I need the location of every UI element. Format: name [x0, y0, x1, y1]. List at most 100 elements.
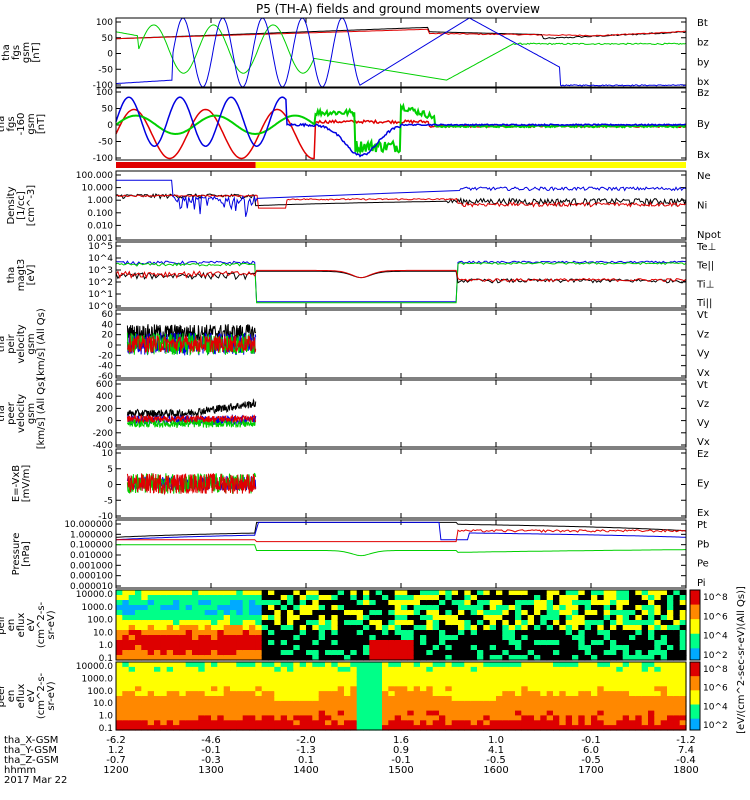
- spectrogram-cell: [534, 620, 541, 626]
- spectrogram-cell: [565, 590, 573, 596]
- spectrogram-cell: [154, 595, 161, 601]
- spectrogram-cell: [337, 696, 345, 702]
- spectrogram-cell: [603, 705, 611, 712]
- spectrogram-cell: [116, 662, 123, 668]
- spectrogram-cell: [173, 710, 180, 717]
- spectrogram-cell: [249, 676, 256, 683]
- spectrogram-cell: [540, 645, 548, 651]
- y-tick-label: 100: [96, 88, 113, 98]
- spectrogram-cell: [280, 590, 288, 596]
- spectrogram-cell: [534, 671, 541, 678]
- spectrogram-cell: [141, 615, 149, 621]
- spectrogram-cell: [331, 605, 339, 611]
- spectrogram-cell: [382, 686, 389, 692]
- spectrogram-cell: [122, 650, 130, 656]
- spectrogram-cell: [217, 696, 225, 702]
- spectrogram-cell: [356, 610, 364, 616]
- spectrogram-cell: [597, 715, 605, 721]
- spectrogram-cell: [496, 655, 503, 661]
- spectrogram-cell: [306, 615, 313, 621]
- spectrogram-cell: [147, 691, 155, 697]
- spectrogram-cell: [502, 705, 510, 712]
- spectrogram-cell: [249, 615, 256, 621]
- spectrogram-cell: [420, 662, 427, 668]
- spectrogram-cell: [527, 715, 535, 721]
- spectrogram-cell: [572, 725, 579, 731]
- spectrogram-cell: [122, 662, 130, 668]
- spectrogram-cell: [211, 725, 218, 731]
- spectrogram-cell: [154, 650, 161, 656]
- spectrogram-cell: [141, 686, 149, 692]
- spectrogram-cell: [160, 725, 168, 731]
- spectrogram-cell: [451, 590, 459, 596]
- spectrogram-cell: [299, 662, 307, 668]
- spectrogram-cell: [629, 666, 636, 673]
- spectrogram-cell: [388, 725, 396, 731]
- spectrogram-cell: [622, 681, 630, 687]
- spectrogram-cell: [629, 671, 636, 678]
- spectrogram-cell: [274, 630, 282, 636]
- y-tick-label: 200: [96, 404, 113, 414]
- spectrogram-cell: [483, 700, 491, 707]
- spectrogram-cell: [470, 615, 478, 621]
- spectrogram-cell: [648, 705, 655, 712]
- spectrogram-cell: [413, 640, 421, 646]
- spectrogram-cell: [128, 666, 136, 673]
- spectrogram-cell: [527, 635, 535, 641]
- spectrogram-cell: [622, 590, 630, 596]
- spectrogram-cell: [242, 681, 250, 687]
- spectrogram-cell: [426, 620, 434, 626]
- spectrogram-cell: [477, 691, 484, 697]
- spectrogram-cell: [660, 700, 668, 707]
- spectrogram-cell: [401, 700, 408, 707]
- spectrogram-cell: [185, 686, 193, 692]
- spectrogram-cell: [451, 705, 459, 712]
- spectrogram-cell: [432, 645, 440, 651]
- spectrogram-cell: [382, 655, 389, 661]
- y-tick-label: 1000.0: [82, 603, 114, 613]
- spectrogram-cell: [603, 645, 611, 651]
- spectrogram-cell: [388, 666, 396, 673]
- spectrogram-cell: [204, 700, 212, 707]
- spectrogram-cell: [584, 700, 592, 707]
- spectrogram-cell: [204, 600, 212, 606]
- spectrogram-cell: [629, 700, 636, 707]
- y-axis-label-line: peir: [0, 614, 7, 634]
- spectrogram-cell: [293, 655, 301, 661]
- spectrogram-cell: [287, 625, 294, 631]
- spectrogram-cell: [654, 625, 662, 631]
- spectrogram-cell: [128, 650, 136, 656]
- spectrogram-cell: [369, 710, 377, 717]
- spectrogram-cell: [635, 700, 643, 707]
- spectrogram-cell: [648, 640, 655, 646]
- spectrogram-cell: [116, 720, 123, 726]
- spectrogram-cell: [274, 710, 282, 717]
- spectrogram-cell: [280, 635, 288, 641]
- spectrogram-cell: [426, 715, 434, 721]
- spectrogram-cell: [287, 681, 294, 687]
- spectrogram-cell: [128, 696, 136, 702]
- spectrogram-cell: [249, 720, 256, 726]
- spectrogram-cell: [287, 620, 294, 626]
- spectrogram-cell: [540, 700, 548, 707]
- spectrogram-cell: [242, 676, 250, 683]
- spectrogram-cell: [268, 615, 275, 621]
- spectrogram-cell: [521, 676, 529, 683]
- y-axis-label-line: tha: [0, 405, 7, 421]
- spectrogram-cell: [515, 600, 522, 606]
- spectrogram-cell: [502, 635, 510, 641]
- spectrogram-cell: [280, 666, 288, 673]
- spectrogram-cell: [223, 600, 231, 606]
- spectrogram-cell: [116, 700, 123, 707]
- spectrogram-cell: [527, 600, 535, 606]
- spectrogram-cell: [426, 725, 434, 731]
- spectrogram-cell: [318, 595, 326, 601]
- spectrogram-cell: [432, 640, 440, 646]
- spectrogram-cell: [236, 640, 244, 646]
- spectrogram-cell: [230, 710, 237, 717]
- spectrogram-cell: [616, 650, 624, 656]
- spectrogram-cell: [293, 715, 301, 721]
- spectrogram-cell: [483, 635, 491, 641]
- spectrogram-cell: [451, 630, 459, 636]
- spectrogram-cell: [578, 590, 586, 596]
